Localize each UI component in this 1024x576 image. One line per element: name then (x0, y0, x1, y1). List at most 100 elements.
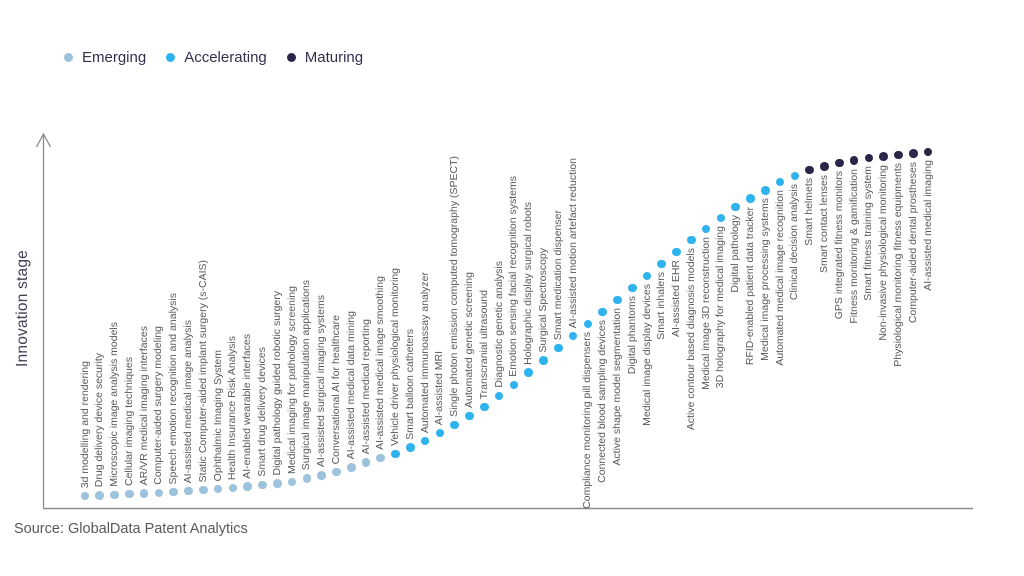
data-point-label: Non-invasive physiological monitoring (877, 164, 890, 341)
data-point (539, 356, 548, 365)
data-point-label: Smart drug delivery devices (255, 347, 268, 477)
data-point (154, 488, 164, 498)
data-point-label: Automated genetic screening (463, 271, 476, 408)
data-point-label: Single photon emission computed tomograp… (448, 156, 461, 417)
data-point-label: Microscopic image analysis models (108, 322, 121, 487)
data-point-label: Smart balloon catheters (403, 328, 416, 440)
data-point (258, 480, 267, 490)
data-point-label: Clinical decision analysis (788, 184, 801, 301)
data-point (524, 368, 533, 377)
data-point-label: Computer-aided dental prostheses (906, 161, 919, 323)
data-point (80, 491, 90, 501)
legend-label-accelerating: Accelerating (184, 49, 267, 66)
data-point-label: Automated immunoassay analyzer (418, 271, 431, 433)
data-point (287, 477, 297, 487)
data-point (435, 428, 445, 438)
data-point (184, 486, 193, 496)
data-point (406, 443, 415, 452)
data-point-label: 3D holography for medical imaging (714, 226, 727, 389)
data-point (613, 295, 622, 305)
data-point (642, 271, 652, 281)
data-point (687, 235, 696, 245)
legend-item-emerging: Emerging (64, 49, 146, 66)
data-point-label: AI-assisted medical reporting (359, 319, 372, 455)
data-point-label: Diagnostic genetic analysis (492, 261, 505, 388)
data-point-label: Speech emotion recognition and analysis (167, 292, 180, 484)
data-point (302, 474, 312, 483)
data-point (701, 224, 711, 234)
data-point (199, 485, 208, 495)
data-point-label: Cellular imaging techniques (122, 357, 135, 487)
data-point (450, 420, 460, 430)
legend-item-maturing: Maturing (286, 49, 364, 66)
data-point (361, 458, 371, 467)
data-point-label: Connected blood sampling devices (596, 320, 609, 483)
data-point-label: AI-assisted MRI (433, 350, 446, 425)
data-point (494, 391, 504, 401)
data-point-label: Holographic display surgical robots (522, 201, 535, 365)
data-point-label: Surgical image manipulation applications (300, 280, 313, 471)
data-point (95, 491, 105, 500)
data-point-label: Smart inhalers (655, 272, 668, 340)
data-point (583, 319, 593, 329)
data-point-label: AI-enabled wearable interfaces (241, 333, 254, 479)
data-point (790, 171, 800, 181)
legend-label-emerging: Emerging (82, 49, 147, 66)
data-point-label: Conversational AI for healthcare (329, 314, 342, 464)
data-point (746, 194, 755, 203)
data-point (420, 436, 430, 446)
data-point (761, 186, 770, 195)
y-axis-arrow-icon (35, 132, 52, 148)
accelerating-dot-icon (166, 53, 176, 62)
data-point-label: Health Insurance Risk Analysis (226, 335, 239, 480)
data-point (272, 479, 282, 488)
data-point-label: Digital pathology (729, 215, 742, 293)
data-point-label: 3d modelling and rendering (78, 360, 91, 488)
data-point (657, 259, 667, 269)
data-point (465, 411, 474, 421)
data-point-label: AI-assisted EHR (670, 260, 683, 338)
data-point (820, 162, 829, 171)
maturing-dot-icon (286, 53, 296, 62)
data-point-label: Automated medical image recognition (773, 190, 786, 366)
data-point (627, 283, 637, 293)
data-point-label: Ophthalmic Imaging System (211, 349, 224, 481)
data-point-label: Fitness monitoring & gamification (847, 168, 860, 324)
data-point (125, 489, 134, 499)
data-point-label: RFID-enabled patient data tracker (744, 206, 757, 365)
data-point (879, 152, 888, 161)
legend-item-accelerating: Accelerating (166, 49, 267, 66)
data-point (213, 484, 223, 494)
data-point (672, 247, 681, 257)
data-point-label: Smart contact lenses (817, 174, 830, 273)
data-point-label: Active contour based diagnosis models (684, 248, 697, 431)
data-point (805, 165, 814, 175)
legend-label-maturing: Maturing (304, 49, 364, 66)
data-point (169, 487, 179, 497)
data-point (923, 147, 933, 157)
data-point (391, 449, 400, 459)
data-point-label: Smart fitness training system (862, 166, 875, 301)
data-point-label: AI-assisted medical image analysis (182, 319, 195, 483)
data-point (139, 489, 149, 498)
data-point-label: Surgical Spectroscopy (536, 247, 549, 353)
data-point-label: Compliance monitoring pill dispensers (581, 332, 594, 509)
data-point (346, 463, 356, 472)
data-point (731, 202, 741, 212)
data-point-label: Drug delivery device security (93, 353, 106, 488)
data-point-label: AI-assisted motion artefact reduction (566, 157, 579, 328)
data-point (243, 482, 252, 491)
data-point-label: AI-assisted medical imaging (921, 160, 934, 291)
data-point-label: Computer-aided surgery modeling (152, 326, 165, 485)
data-point (553, 343, 563, 353)
data-point-label: Vehicle driver physiological monitoring (389, 267, 402, 446)
data-point (509, 380, 519, 390)
emerging-dot-icon (64, 53, 73, 62)
data-point-label: Medical image display devices (640, 284, 653, 426)
data-point-label: Medical image 3D reconstruction (699, 237, 712, 390)
legend: Emerging Accelerating Maturing (64, 49, 363, 66)
data-point (775, 177, 785, 187)
data-point (228, 483, 238, 493)
